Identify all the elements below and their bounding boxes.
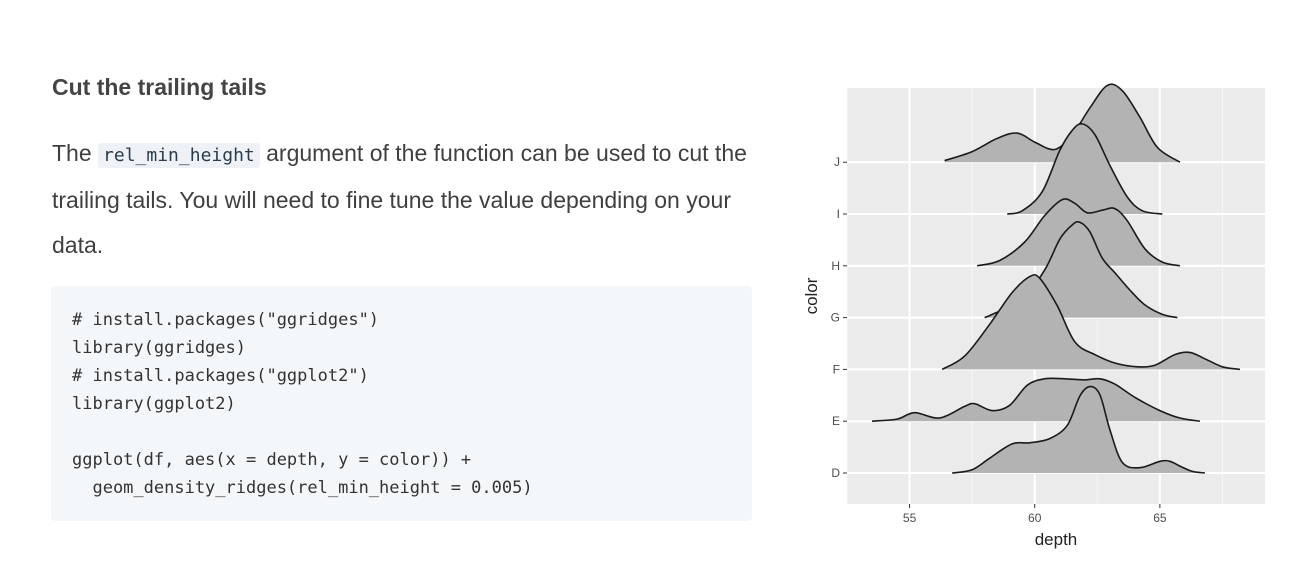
ridge-E [871, 377, 1201, 422]
code-content: # install.packages("ggridges") library(gg… [72, 306, 752, 502]
ridge-fill [952, 386, 1205, 473]
y-tick-label: J [834, 155, 840, 169]
ridge-I [1007, 122, 1163, 215]
code-line: geom_density_ridges(rel_min_height = 0.0… [72, 478, 533, 498]
ridgeline-chart: D E F G H I J 55 60 65 depth color [802, 83, 1265, 549]
ridge-fill [942, 274, 1240, 370]
x-axis: 55 60 65 [903, 504, 1167, 525]
paragraph-text-start: The [52, 140, 99, 166]
ridge-line [976, 198, 1181, 267]
ridge-fill [944, 84, 1180, 163]
x-tick-label: 65 [1153, 511, 1167, 525]
y-axis: D E F G H I J [831, 155, 847, 480]
x-tick-label: 60 [1028, 511, 1042, 525]
section-title: Cut the trailing tails [52, 74, 267, 100]
y-tick-label: H [831, 259, 840, 273]
code-line: # install.packages("ggridges") [72, 310, 380, 330]
ridge-line [952, 385, 1206, 474]
chart-ridges [871, 83, 1241, 474]
y-tick-label: E [832, 414, 840, 428]
ridge-fill [872, 378, 1200, 422]
ridge-D [952, 385, 1206, 474]
code-line: # install.packages("ggplot2") [72, 366, 369, 386]
ridge-F [941, 273, 1241, 371]
y-tick-label: G [831, 311, 840, 325]
y-tick-label: D [831, 466, 840, 480]
ridge-line [871, 377, 1201, 422]
y-axis-title: color [802, 277, 821, 314]
ridge-line [1007, 122, 1163, 215]
code-line: library(ggridges) [72, 338, 246, 358]
code-line: library(ggplot2) [72, 394, 236, 414]
code-block[interactable]: # install.packages("ggridges") library(gg… [51, 286, 752, 521]
code-line-blank [72, 418, 752, 446]
x-tick-label: 55 [903, 511, 917, 525]
y-tick-label: F [833, 362, 840, 376]
y-tick-label: I [837, 207, 840, 221]
code-line: ggplot(df, aes(x = depth, y = color)) + [72, 450, 472, 470]
x-axis-title: depth [1035, 530, 1078, 549]
description-paragraph: The rel_min_height argument of the funct… [52, 131, 752, 268]
ridge-line [941, 273, 1241, 371]
inline-code-rel-min-height: rel_min_height [98, 143, 260, 168]
paragraph-text-rest: argument of the function can be used to … [52, 140, 747, 258]
